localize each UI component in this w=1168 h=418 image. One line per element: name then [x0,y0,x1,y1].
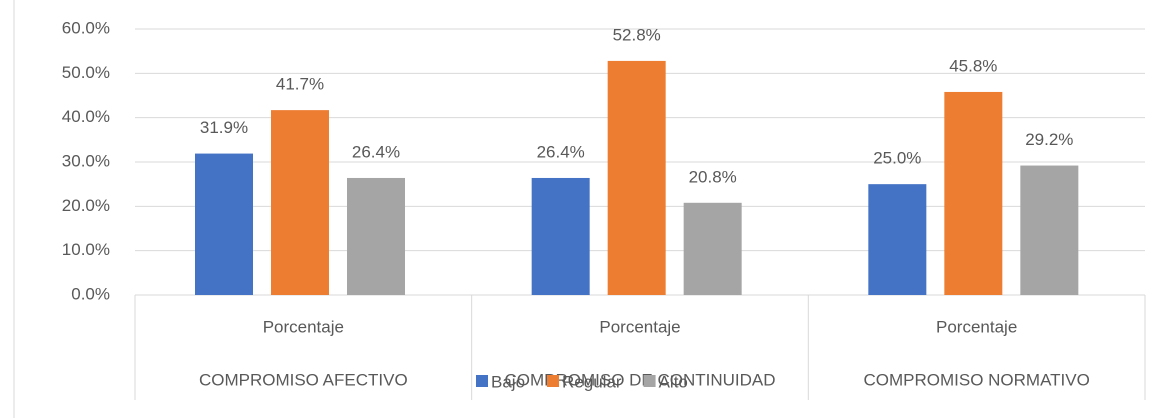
x-tick-label: Porcentaje [936,317,1017,336]
legend-label: Regular [562,372,622,391]
bar [1020,165,1079,295]
x-tick-label: Porcentaje [263,317,344,336]
data-label: 52.8% [613,25,661,44]
legend-swatch [643,375,656,387]
category-group-label: COMPROMISO DE CONTINUIDAD [504,370,775,389]
data-label: 25.0% [873,149,921,168]
bar [271,110,329,295]
bar [944,91,1003,295]
data-label: 29.2% [1025,130,1073,149]
y-tick-label: 60.0% [62,18,110,37]
bar [531,177,590,295]
legend-swatch [547,375,560,387]
bar [683,202,742,295]
data-label: 45.8% [949,56,997,75]
category-group-label: COMPROMISO AFECTIVO [199,370,408,389]
data-label: 41.7% [276,75,324,94]
bar [195,153,253,295]
data-label: 31.9% [200,118,248,137]
bar [347,177,405,295]
y-tick-label: 50.0% [62,63,110,82]
y-tick-label: 30.0% [62,151,110,170]
y-tick-label: 40.0% [62,107,110,126]
legend-label: Alto [659,372,688,391]
bar [868,184,927,295]
legend-label: Bajo [491,372,525,391]
legend-swatch [476,375,488,387]
y-tick-label: 0.0% [71,284,110,303]
y-tick-label: 10.0% [62,240,110,259]
bar [607,60,666,295]
data-label: 26.4% [537,142,585,161]
data-label: 26.4% [352,142,400,161]
x-tick-label: Porcentaje [599,317,680,336]
data-label: 20.8% [689,167,737,186]
y-tick-label: 20.0% [62,196,110,215]
category-group-label: COMPROMISO NORMATIVO [863,370,1089,389]
